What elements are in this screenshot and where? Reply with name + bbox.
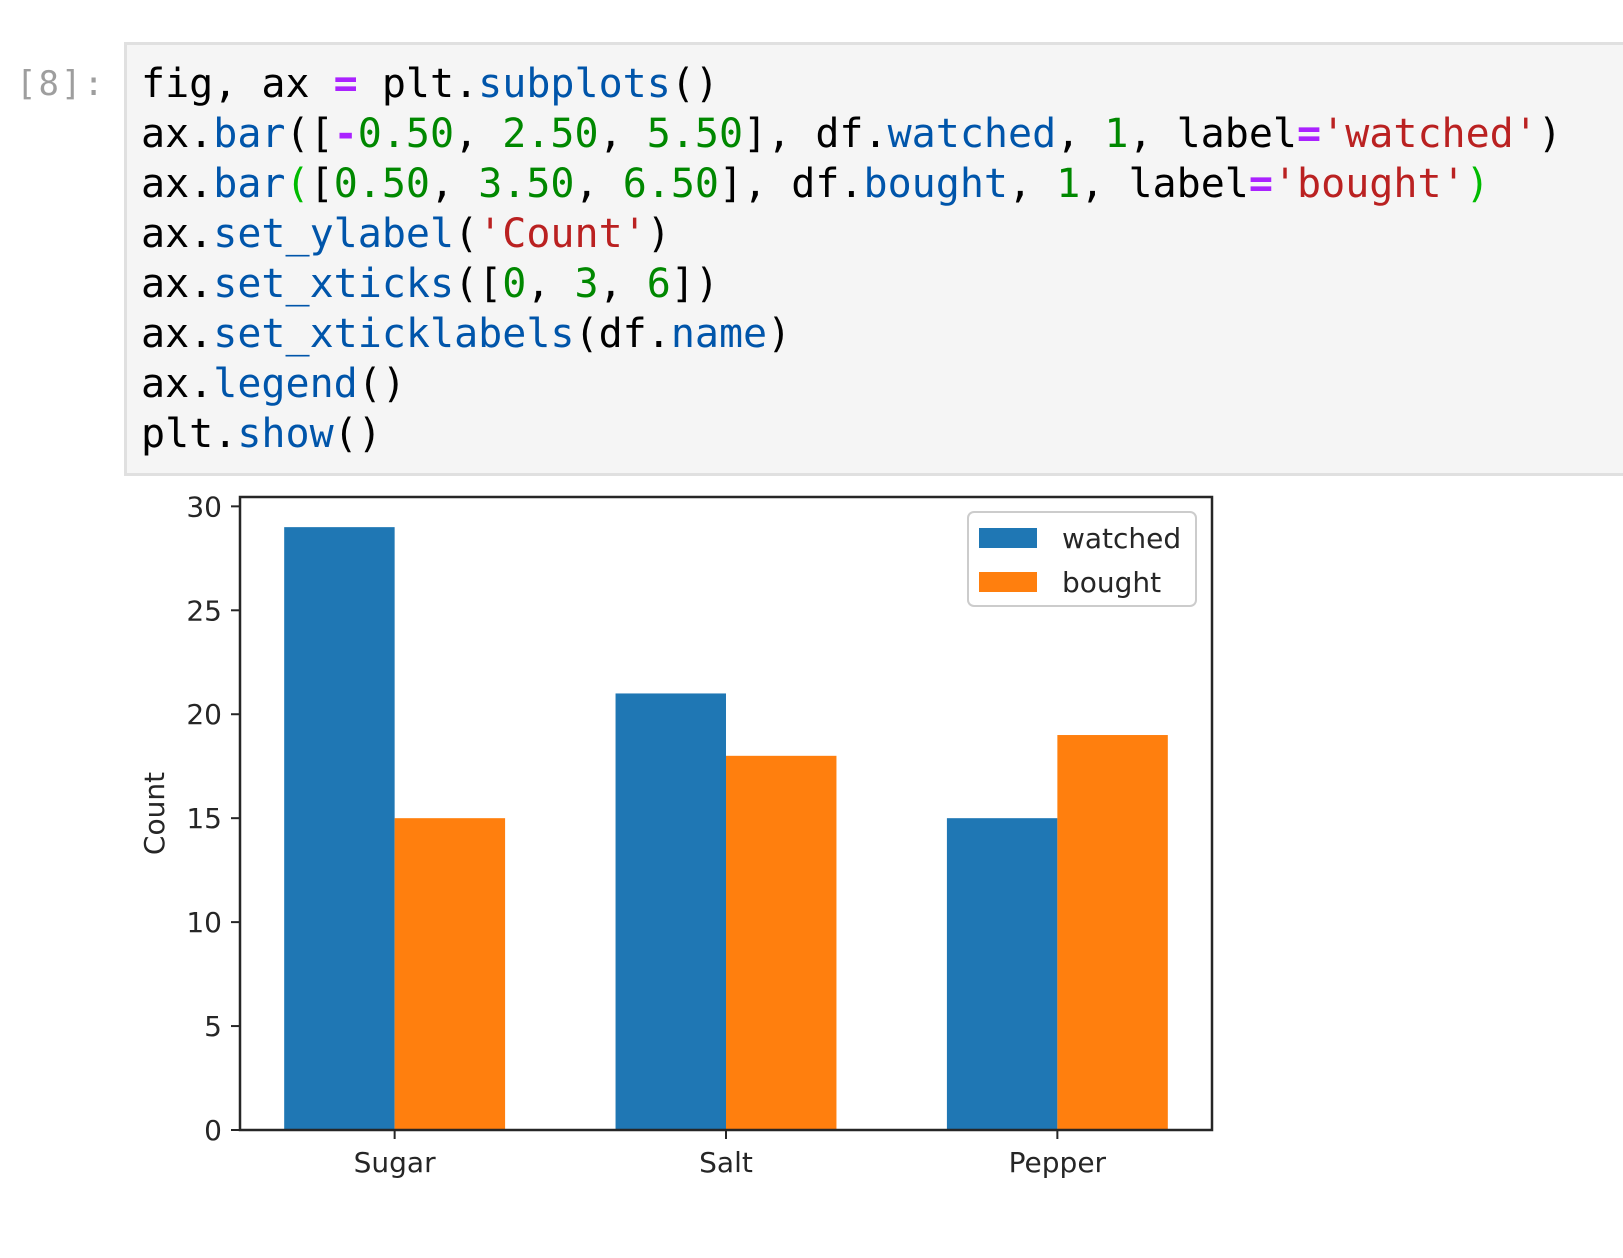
code-token: ax.: [141, 261, 214, 307]
code-token: , label: [1080, 161, 1249, 207]
code-token: ): [1465, 161, 1490, 207]
code-token: ([: [285, 111, 334, 157]
y-tick-label: 0: [204, 1114, 222, 1147]
legend-label-watched: watched: [1062, 522, 1181, 555]
code-token: plt.: [357, 61, 479, 107]
code-token: ,: [598, 261, 647, 307]
code-token: 0.50: [357, 111, 455, 157]
code-token: show: [237, 411, 334, 457]
bar-bought-sugar: [394, 818, 506, 1130]
code-token: 'bought': [1272, 161, 1466, 207]
bar-watched-pepper: [946, 818, 1058, 1130]
code-line: plt.show(): [141, 409, 1562, 459]
code-token: legend: [213, 361, 358, 407]
code-token: [: [309, 161, 334, 207]
code-token: ]): [670, 261, 720, 307]
code-token: plt.: [141, 411, 238, 457]
code-token: ], df.: [719, 161, 864, 207]
code-token: ], df.: [743, 111, 888, 157]
code-token: 0.50: [333, 161, 431, 207]
code-token: (): [357, 361, 406, 407]
code-token: ): [767, 311, 792, 357]
code-token: =: [1248, 161, 1273, 207]
code-token: 6.50: [622, 161, 720, 207]
y-axis-label: Count: [138, 772, 171, 855]
x-tick-label: Salt: [699, 1146, 753, 1179]
code-token: 2.50: [502, 111, 599, 157]
code-token: set_xticks: [213, 261, 455, 307]
code-token: bar: [213, 111, 286, 157]
code-line: ax.legend(): [141, 359, 1562, 409]
code-token: (): [333, 411, 382, 457]
code-token: (df.: [574, 311, 671, 357]
x-tick-label: Pepper: [1009, 1146, 1107, 1179]
code-token: fig, ax: [141, 61, 334, 107]
code-token: 6: [646, 261, 671, 307]
code-token: (: [454, 211, 479, 257]
code-token: 5.50: [646, 111, 744, 157]
y-tick-label: 10: [186, 906, 222, 939]
bar-watched-salt: [615, 693, 726, 1130]
code-token: 'Count': [478, 211, 647, 257]
code-token: 3: [574, 261, 599, 307]
code-token: =: [333, 61, 358, 107]
legend-swatch-watched: [979, 528, 1037, 548]
code-line: ax.set_ylabel('Count'): [141, 209, 1562, 259]
code-line: ax.set_xticklabels(df.name): [141, 309, 1562, 359]
code-token: set_xticklabels: [213, 311, 575, 357]
code-token: bought: [863, 161, 1009, 207]
y-tick-label: 15: [186, 802, 222, 835]
code-line: ax.set_xticks([0, 3, 6]): [141, 259, 1562, 309]
code-token: name: [670, 311, 768, 357]
code-cell-input[interactable]: fig, ax = plt.subplots() ax.bar([-0.50, 2…: [124, 42, 1623, 476]
code-token: ,: [1056, 111, 1105, 157]
code-token: ([: [454, 261, 503, 307]
code-token: -: [333, 111, 358, 157]
code-line: fig, ax = plt.subplots(): [141, 59, 1562, 109]
code-token: watched: [887, 111, 1057, 157]
y-tick-label: 25: [186, 594, 222, 627]
code-token: 'watched': [1321, 111, 1538, 157]
code-token: (: [285, 161, 310, 207]
code-token: ,: [430, 161, 479, 207]
code-token: 1: [1104, 111, 1129, 157]
code-token: ax.: [141, 311, 214, 357]
y-tick-label: 20: [186, 698, 222, 731]
code-token: 1: [1056, 161, 1081, 207]
bar-watched-sugar: [284, 527, 395, 1130]
y-tick-label: 5: [204, 1010, 222, 1043]
code-line: ax.bar([-0.50, 2.50, 5.50], df.watched , …: [141, 109, 1562, 159]
code-token: , label: [1128, 111, 1298, 157]
code-line: ax.bar([0.50, 3.50, 6.50], df.bought, 1,…: [141, 159, 1562, 209]
code-token: (): [670, 61, 719, 107]
code-token: subplots: [478, 61, 671, 107]
code-token: 3.50: [478, 161, 575, 207]
cell-prompt: [8]:: [16, 64, 106, 104]
code-token: ,: [454, 111, 503, 157]
bar-bought-pepper: [1057, 735, 1168, 1130]
code-token: ax.: [141, 111, 214, 157]
code-token: ): [1537, 111, 1562, 157]
code-token: =: [1297, 111, 1322, 157]
code-token: ax.: [141, 161, 214, 207]
code-token: bar: [213, 161, 286, 207]
legend-label-bought: bought: [1062, 566, 1161, 599]
code-editor[interactable]: fig, ax = plt.subplots() ax.bar([-0.50, 2…: [141, 59, 1562, 459]
code-token: ): [646, 211, 671, 257]
bar-bought-salt: [726, 755, 837, 1130]
code-token: ,: [598, 111, 647, 157]
code-token: ,: [526, 261, 575, 307]
code-token: set_ylabel: [213, 211, 455, 257]
legend-swatch-bought: [979, 572, 1037, 592]
code-token: ax.: [141, 211, 214, 257]
code-token: ,: [574, 161, 623, 207]
x-tick-label: Sugar: [354, 1146, 436, 1179]
y-tick-label: 30: [186, 490, 222, 523]
code-token: ,: [1008, 161, 1057, 207]
code-token: 0: [502, 261, 527, 307]
code-token: ax.: [141, 361, 214, 407]
